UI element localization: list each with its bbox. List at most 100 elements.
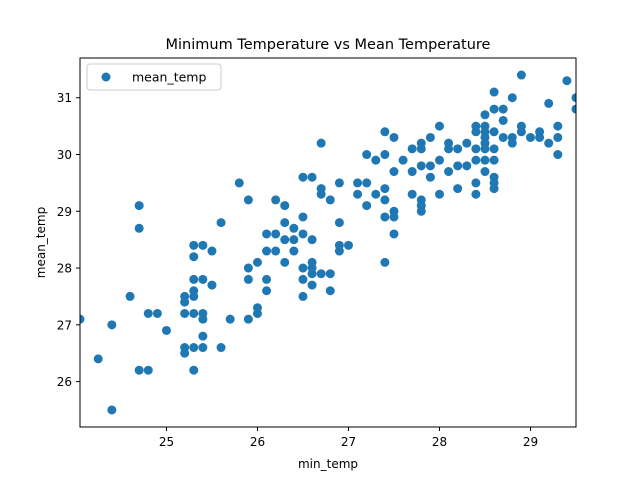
data-point — [135, 201, 144, 210]
x-tick-label: 29 — [523, 435, 538, 449]
data-point — [135, 366, 144, 375]
y-tick-label: 30 — [57, 148, 72, 162]
data-point — [462, 161, 471, 170]
data-point — [262, 247, 271, 256]
data-point — [244, 264, 253, 273]
data-point — [389, 133, 398, 142]
data-point — [189, 241, 198, 250]
data-point — [490, 156, 499, 165]
data-point — [499, 133, 508, 142]
data-point — [335, 178, 344, 187]
data-point — [490, 88, 499, 97]
data-point — [380, 212, 389, 221]
data-point — [189, 366, 198, 375]
data-point — [298, 292, 307, 301]
data-point — [490, 184, 499, 193]
data-point — [362, 178, 371, 187]
data-point — [490, 144, 499, 153]
data-point — [289, 224, 298, 233]
data-point — [198, 241, 207, 250]
data-point — [207, 247, 216, 256]
data-point — [180, 298, 189, 307]
data-point — [471, 127, 480, 136]
data-point — [207, 281, 216, 290]
data-point — [271, 229, 280, 238]
data-point — [280, 218, 289, 227]
data-point — [217, 343, 226, 352]
y-tick-label: 28 — [57, 262, 72, 276]
data-point — [426, 161, 435, 170]
legend-label: mean_temp — [132, 70, 206, 85]
data-point — [362, 201, 371, 210]
data-point — [153, 309, 162, 318]
data-point — [189, 343, 198, 352]
data-point — [362, 150, 371, 159]
data-point — [353, 178, 362, 187]
data-point — [317, 139, 326, 148]
data-point — [480, 167, 489, 176]
data-point — [226, 315, 235, 324]
data-point — [244, 275, 253, 284]
data-point — [126, 292, 135, 301]
data-point — [444, 167, 453, 176]
data-point — [553, 122, 562, 131]
data-point — [271, 195, 280, 204]
data-point — [198, 332, 207, 341]
y-tick-label: 29 — [57, 205, 72, 219]
data-point — [189, 252, 198, 261]
data-point — [298, 229, 307, 238]
data-point — [480, 156, 489, 165]
data-point — [562, 76, 571, 85]
data-point — [517, 71, 526, 80]
data-point — [499, 105, 508, 114]
y-tick-label: 27 — [57, 318, 72, 332]
data-point — [298, 275, 307, 284]
data-point — [417, 207, 426, 216]
data-point — [308, 269, 317, 278]
data-point — [107, 405, 116, 414]
data-point — [308, 235, 317, 244]
data-point — [435, 122, 444, 131]
data-point — [380, 195, 389, 204]
data-point — [380, 127, 389, 136]
data-point — [417, 144, 426, 153]
data-point — [308, 173, 317, 182]
x-tick-label: 26 — [250, 435, 265, 449]
legend: mean_temp — [87, 64, 221, 90]
data-point — [371, 156, 380, 165]
x-tick-label: 28 — [432, 435, 447, 449]
data-point — [94, 354, 103, 363]
data-point — [389, 167, 398, 176]
data-point — [107, 320, 116, 329]
data-point — [408, 144, 417, 153]
data-point — [198, 343, 207, 352]
data-point — [335, 218, 344, 227]
data-point — [326, 269, 335, 278]
data-point — [289, 247, 298, 256]
data-point — [244, 195, 253, 204]
data-point — [326, 195, 335, 204]
y-tick-label: 26 — [57, 375, 72, 389]
data-point — [471, 178, 480, 187]
x-axis-label: min_temp — [298, 457, 358, 471]
x-tick-label: 25 — [159, 435, 174, 449]
data-point — [235, 178, 244, 187]
data-point — [389, 212, 398, 221]
data-point — [508, 93, 517, 102]
data-point — [444, 144, 453, 153]
data-point — [317, 269, 326, 278]
data-point — [344, 241, 353, 250]
data-point — [453, 184, 462, 193]
data-point — [253, 258, 262, 267]
data-point — [144, 309, 153, 318]
data-point — [298, 212, 307, 221]
data-point — [162, 326, 171, 335]
data-point — [453, 144, 462, 153]
data-point — [298, 173, 307, 182]
data-point — [280, 235, 289, 244]
data-point — [298, 264, 307, 273]
data-point — [335, 247, 344, 256]
data-point — [189, 309, 198, 318]
data-point — [435, 190, 444, 199]
